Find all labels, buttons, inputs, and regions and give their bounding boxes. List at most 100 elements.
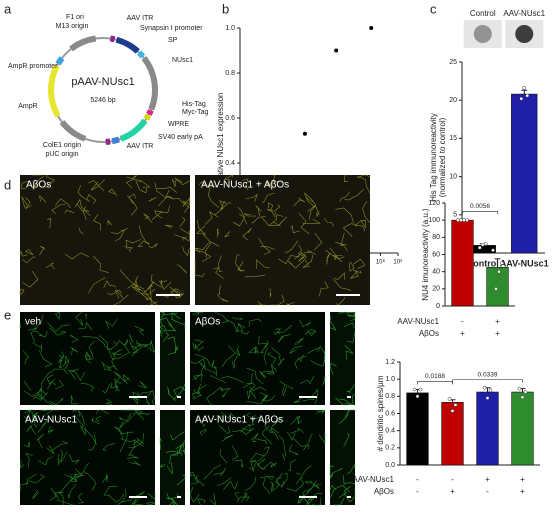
y-axis-label: (normalized to control) — [438, 117, 447, 197]
y-tick-label: 0.0 — [385, 462, 395, 469]
data-point — [517, 386, 522, 391]
data-point — [418, 387, 423, 392]
micrograph-label: AβOs — [195, 317, 220, 328]
condition-sign: - — [416, 487, 419, 496]
plasmid-feature — [111, 136, 120, 145]
plasmid-feature — [109, 35, 116, 43]
micrograph-texture — [329, 311, 356, 406]
data-point — [497, 269, 501, 274]
data-point — [477, 245, 482, 250]
micrograph-texture — [159, 311, 186, 402]
y-tick-label: 0.8 — [225, 70, 235, 77]
condition-sign: - — [416, 475, 419, 484]
micrograph-texture — [159, 431, 186, 506]
y-tick-label: 0.6 — [385, 410, 395, 417]
data-point — [462, 218, 466, 223]
blot-label: AAV-NUsc1 — [503, 9, 545, 18]
data-point — [459, 218, 463, 223]
x-tick-label: 10⁸ — [376, 259, 386, 266]
feature-label: WPRE — [168, 121, 189, 128]
plasmid-feature — [146, 109, 154, 116]
condition-sign: + — [460, 329, 465, 338]
bar — [511, 391, 534, 466]
y-tick-label: 20 — [449, 97, 457, 104]
micrograph-texture — [329, 409, 356, 506]
condition-sign: - — [461, 317, 464, 326]
condition-sign: + — [520, 487, 525, 496]
micrograph — [190, 312, 325, 405]
bar — [451, 219, 474, 307]
micrograph — [20, 312, 155, 405]
plasmid-feature — [55, 56, 65, 66]
p-value: 0.0056 — [470, 203, 490, 210]
y-tick-label: 60 — [432, 251, 440, 258]
condition-sign: - — [451, 475, 454, 484]
blot-label: Control — [470, 9, 496, 18]
point — [302, 131, 307, 136]
data-point — [415, 394, 420, 399]
data-point — [523, 390, 528, 394]
micrograph-label: AAV-NUsc1 + AβOs — [201, 180, 289, 191]
feature-label: Synapsin I promoter — [140, 25, 203, 32]
plasmid-size: 5246 bp — [90, 97, 115, 104]
feature-label: AAV ITR — [127, 15, 154, 22]
feature-label: AAV ITR — [127, 143, 154, 150]
data-point — [520, 395, 525, 400]
plasmid-feature — [143, 113, 152, 121]
feature-label: NUsc1 — [172, 57, 193, 64]
condition-name: AβOs — [374, 487, 394, 496]
y-tick-label: 1.0 — [385, 376, 395, 383]
plasmid-feature — [141, 56, 158, 111]
data-point — [525, 93, 530, 98]
micrograph-texture — [19, 311, 156, 406]
data-point — [488, 388, 493, 393]
condition-sign: + — [450, 487, 455, 496]
feature-label: ColE1 origin — [43, 142, 81, 149]
data-point — [522, 86, 527, 90]
micrograph — [160, 312, 185, 405]
panel-label: d — [4, 177, 11, 192]
condition-sign: + — [485, 475, 490, 484]
condition-sign: + — [495, 329, 500, 338]
plasmid-feature — [59, 120, 87, 142]
y-axis-label: Relative NUsc1 expression — [216, 92, 225, 188]
micrograph — [330, 312, 355, 405]
micrograph-label: AAV-NUsc1 — [25, 415, 77, 426]
feature-label: Myc-Tag — [182, 109, 209, 116]
micrograph-texture — [19, 174, 191, 306]
plasmid-feature — [115, 36, 140, 54]
data-point — [447, 397, 452, 401]
x-tick-label: 10⁹ — [393, 259, 403, 266]
feature-label: SP — [168, 37, 178, 44]
panel-label: b — [222, 1, 229, 16]
bar — [476, 391, 499, 466]
bar — [406, 392, 429, 466]
y-tick-label: 0.6 — [225, 115, 235, 122]
plasmid-feature — [69, 35, 97, 52]
data-point — [483, 241, 488, 246]
data-point — [456, 218, 460, 223]
blot-dot — [515, 25, 534, 43]
panel-label: e — [4, 307, 11, 322]
data-point — [491, 248, 495, 253]
y-tick-label: 20 — [432, 286, 440, 293]
x-tick-label: Control — [467, 258, 499, 268]
y-tick-label: 0.4 — [385, 428, 395, 435]
condition-sign: + — [520, 475, 525, 484]
y-tick-label: 15 — [449, 135, 457, 142]
y-tick-label: 0.8 — [385, 393, 395, 400]
micrograph-texture — [194, 174, 371, 306]
data-point — [412, 387, 417, 392]
data-point — [482, 385, 487, 390]
feature-label: F1 ori — [66, 14, 84, 21]
panel-label: c — [430, 1, 437, 16]
feature-label: His-Tag — [182, 101, 206, 108]
plasmid-feature — [119, 118, 148, 142]
significance-bracket — [452, 379, 523, 383]
micrograph — [190, 410, 325, 505]
bar — [486, 267, 509, 307]
condition-name: AAV-NUsc1 — [397, 317, 439, 326]
condition-sign: + — [495, 317, 500, 326]
y-tick-label: 25 — [449, 59, 457, 66]
